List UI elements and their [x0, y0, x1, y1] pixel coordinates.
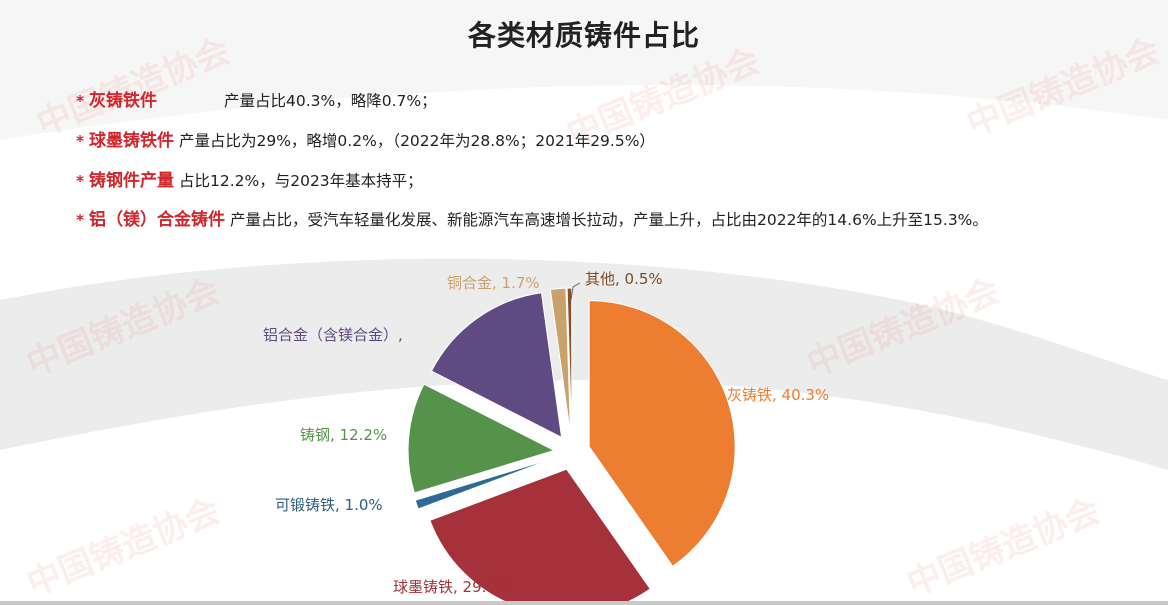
bullet-star: *	[76, 132, 85, 150]
label-gray-iron: 灰铸铁, 40.3%	[727, 386, 830, 404]
bullet-text: 占比12.2%，与2023年基本持平；	[178, 172, 423, 190]
bullet-text: 产量占比为29%，略增0.2%，（2022年为28.8%；2021年29.5%）	[178, 132, 655, 150]
bullet-steel: * 铸钢件产量 占比12.2%，与2023年基本持平；	[76, 166, 423, 191]
label-aluminum: 铝合金（含镁合金）,	[263, 326, 403, 344]
leader-line	[570, 282, 581, 301]
bullet-key: 灰铸铁件	[89, 91, 158, 111]
bullet-key: 球墨铸铁件	[89, 131, 175, 151]
pie-slice-6	[566, 287, 573, 435]
label-malleable-iron: 可锻铸铁, 1.0%	[275, 496, 383, 514]
bullet-text: 产量占比，受汽车轻量化发展、新能源汽车高速增长拉动，产量上升，占比由2022年的…	[229, 211, 988, 229]
bullet-aluminum: * 铝（镁）合金铸件 产量占比，受汽车轻量化发展、新能源汽车高速增长拉动，产量上…	[76, 205, 988, 230]
label-steel: 铸钢, 12.2%	[300, 426, 388, 444]
pie-slice-5	[549, 287, 571, 435]
slide-title: 各类材质铸件占比	[467, 19, 700, 52]
bullet-star: *	[76, 92, 85, 110]
bullet-key: 铸钢件产量	[89, 171, 175, 191]
label-copper: 铜合金, 1.7%	[447, 274, 540, 292]
pie-slice-4	[430, 292, 563, 439]
bullet-star: *	[76, 211, 85, 229]
bottom-bar	[0, 601, 1168, 605]
label-ductile-iron: 球墨铸铁, 29.0%	[393, 578, 511, 596]
pie-slice-2	[414, 457, 556, 510]
bullet-ductile-iron: * 球墨铸铁件 产量占比为29%，略增0.2%，（2022年为28.8%；202…	[76, 126, 655, 151]
bullet-gray-iron: * 灰铸铁件 产量占比40.3%，略降0.7%；	[76, 86, 437, 111]
bullet-text: 产量占比40.3%，略降0.7%；	[223, 92, 437, 110]
pie-slice-3	[407, 383, 556, 494]
pie-slice-0	[588, 300, 736, 568]
bullet-star: *	[76, 172, 85, 190]
bullet-key: 铝（镁）合金铸件	[89, 210, 226, 230]
label-other: 其他, 0.5%	[585, 270, 663, 288]
